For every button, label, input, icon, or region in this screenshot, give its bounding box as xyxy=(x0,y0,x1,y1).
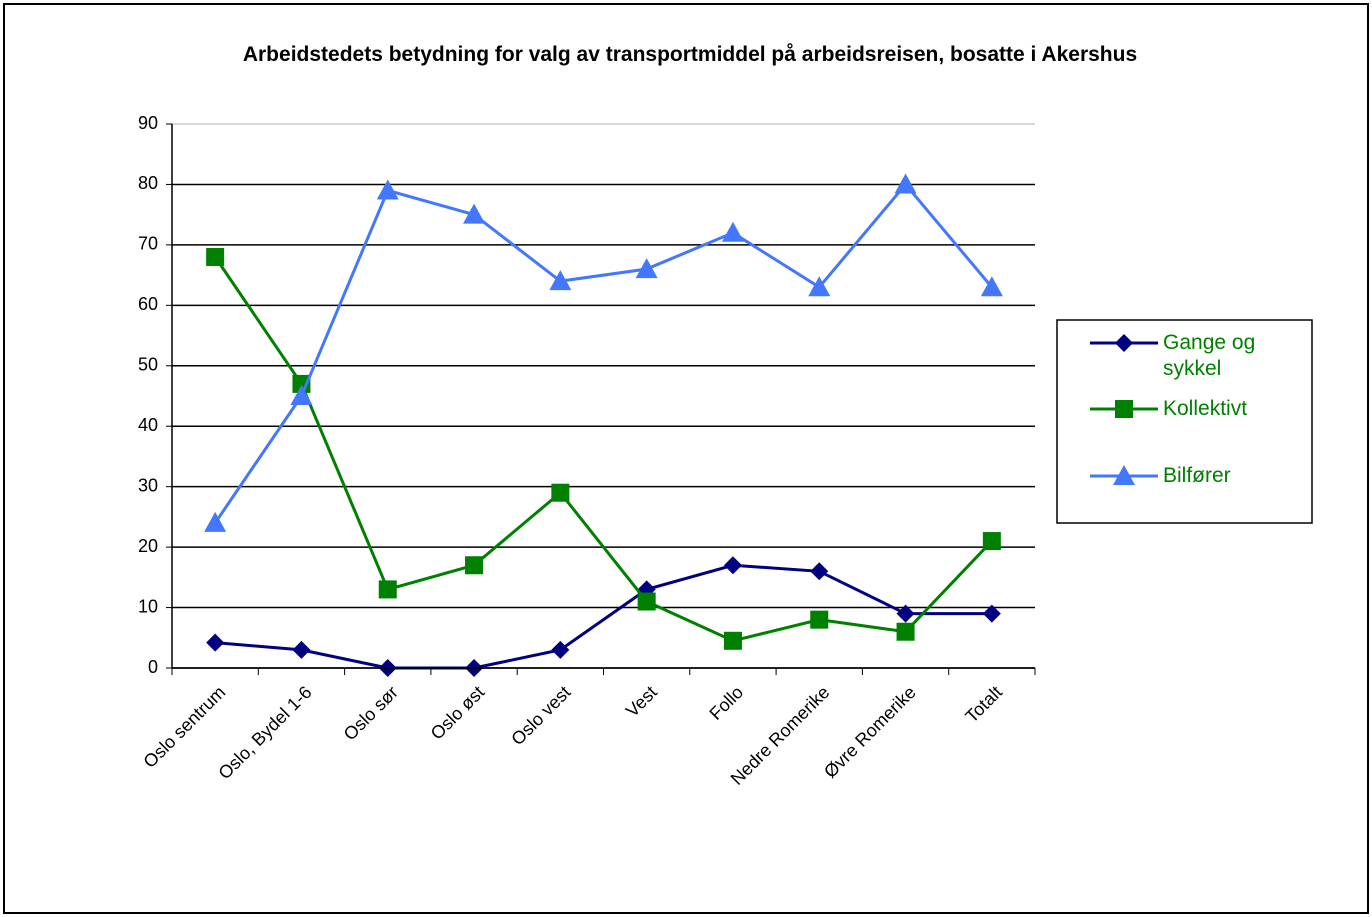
y-tick-label: 60 xyxy=(138,294,158,314)
data-point xyxy=(292,640,311,659)
data-point xyxy=(551,483,570,502)
data-point xyxy=(549,270,572,291)
legend-marker xyxy=(1115,334,1133,352)
y-tick-label: 40 xyxy=(138,415,158,435)
data-point xyxy=(808,276,831,297)
data-point xyxy=(982,604,1001,623)
chart-title: Arbeidstedets betydning for valg av tran… xyxy=(242,43,1138,66)
data-point xyxy=(376,179,399,200)
data-point xyxy=(810,610,829,629)
data-point xyxy=(896,622,915,641)
data-point xyxy=(637,592,656,611)
y-tick-label: 10 xyxy=(138,596,158,616)
series-line xyxy=(215,563,992,670)
y-tick-label: 90 xyxy=(138,113,158,133)
data-point xyxy=(896,604,915,623)
legend-label: Gange og sykkel xyxy=(1163,331,1256,380)
data-point xyxy=(290,385,313,405)
data-point xyxy=(980,276,1003,297)
data-point xyxy=(810,562,829,581)
data-point xyxy=(465,556,484,575)
series-line xyxy=(213,182,993,524)
legend-box xyxy=(1056,319,1313,524)
y-tick-label: 0 xyxy=(148,657,158,677)
data-point xyxy=(463,203,486,224)
y-tick-label: 50 xyxy=(138,355,158,375)
data-point xyxy=(378,580,397,599)
data-point xyxy=(206,247,225,266)
data-point xyxy=(723,631,742,650)
y-tick-label: 20 xyxy=(138,536,158,556)
data-point xyxy=(982,532,1001,551)
data-point xyxy=(206,633,225,652)
legend-label: Bilfører xyxy=(1163,464,1231,487)
data-point xyxy=(894,173,917,194)
series-line xyxy=(213,256,993,643)
y-tick-label: 80 xyxy=(138,173,158,193)
data-point xyxy=(204,511,227,532)
data-point xyxy=(723,556,742,575)
legend-marker xyxy=(1115,400,1133,418)
data-point xyxy=(551,640,570,659)
legend-label: Kollektivt xyxy=(1163,397,1248,420)
legend-marker xyxy=(1113,465,1135,485)
y-tick-label: 70 xyxy=(138,234,158,254)
data-point xyxy=(721,221,744,242)
y-tick-label: 30 xyxy=(138,475,158,495)
data-point xyxy=(635,258,658,279)
